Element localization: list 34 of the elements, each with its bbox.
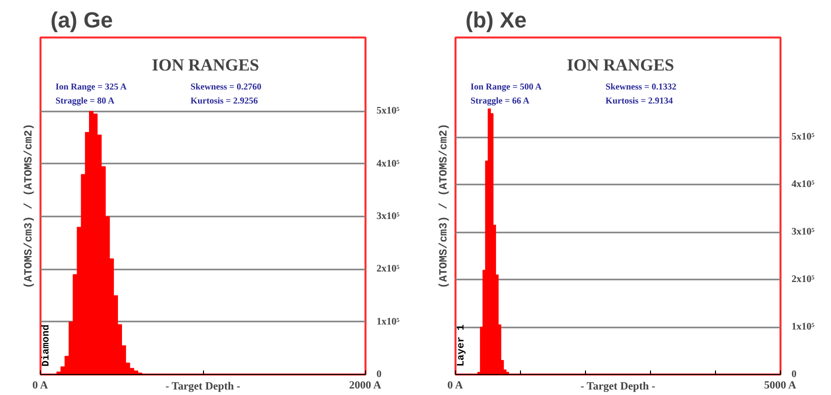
- y-tick-label: 4x10⁵: [792, 179, 814, 190]
- x-axis-title: - Target Depth -: [580, 380, 656, 392]
- x-tick-label: 0 A: [32, 380, 48, 392]
- x-tick-label: 5000 A: [764, 380, 796, 392]
- annotation: Skewness = 0.1332: [606, 82, 677, 92]
- y-tick-label: 1x10⁵: [792, 322, 814, 333]
- y-tick-label: 0: [376, 369, 382, 380]
- x-tick-label: 0 A: [447, 380, 464, 392]
- annotation: Ion Range = 325 A: [56, 82, 128, 92]
- annotation: Ion Range = 500 A: [470, 82, 542, 92]
- text: ION RANGES: [566, 56, 674, 74]
- y-tick-label: 2x10⁵: [792, 274, 814, 286]
- y-tick-label: 1x10⁵: [376, 316, 400, 328]
- y-tick-label: 2x10⁵: [376, 264, 400, 275]
- y-tick-label: 3x10⁵: [792, 226, 814, 238]
- x-tick-label: 2000 A: [349, 380, 382, 392]
- chart-title: (a) Ge: [50, 8, 113, 32]
- y-tick-label: 0: [792, 369, 796, 380]
- y-axis-title: (ATOMS/cm3) / (ATOMS/cm2): [438, 123, 450, 289]
- annotation: Skewness = 0.2760: [190, 82, 262, 92]
- annotation: Layer 1: [456, 324, 468, 366]
- annotation: Kurtosis = 2.9256: [190, 96, 258, 106]
- y-tick-label: 5x10⁵: [792, 132, 814, 143]
- x-axis-title: - Target Depth -: [165, 380, 241, 392]
- y-tick-label: 5x10⁵: [376, 106, 400, 117]
- chart-title: (b) Xe: [466, 8, 527, 32]
- y-tick-label: 4x10⁵: [376, 158, 400, 170]
- annotation: Straggle = 66 A: [470, 96, 530, 106]
- annotation: Diamond: [40, 324, 52, 366]
- text: ION RANGES: [152, 56, 260, 74]
- annotation: Straggle = 80 A: [56, 96, 115, 106]
- annotation: Kurtosis = 2.9134: [606, 96, 674, 106]
- y-axis-title: (ATOMS/cm3) / (ATOMS/cm2): [24, 123, 36, 289]
- y-tick-label: 3x10⁵: [376, 211, 400, 222]
